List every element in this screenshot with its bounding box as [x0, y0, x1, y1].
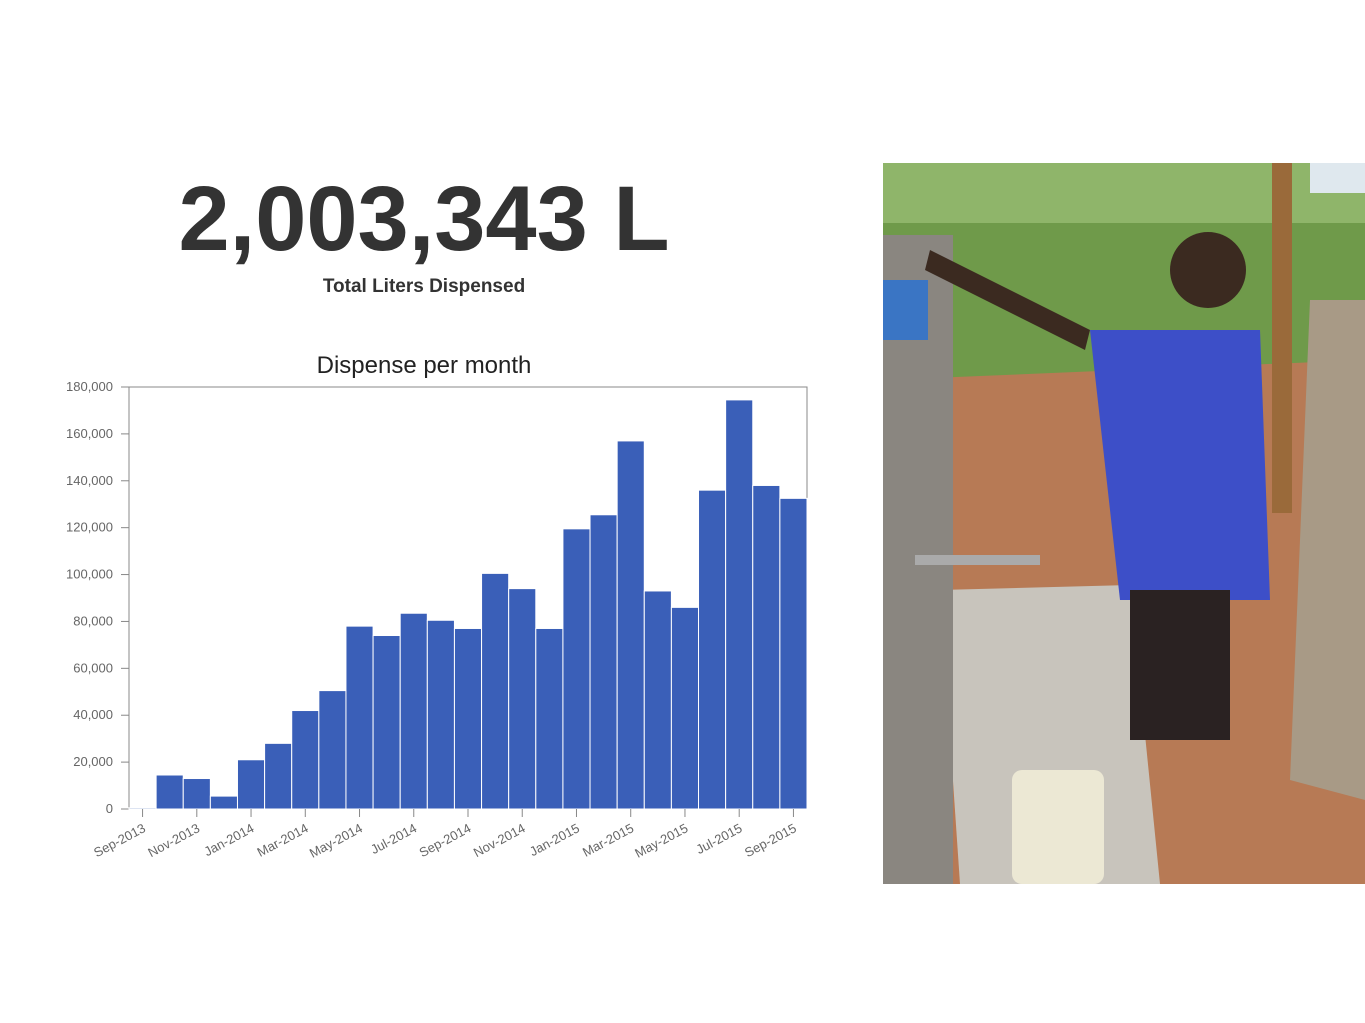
- plot: 0 20,000 40,000 60,000 80,000 100,000 120,000 1…: [66, 379, 808, 861]
- stat-value: 2,003,343 L: [178, 168, 669, 270]
- y-tick-label: 0: [106, 801, 113, 816]
- x-tick-label: May-2015: [632, 820, 690, 860]
- y-tick-label: 180,000: [66, 379, 113, 394]
- bar: [562, 528, 591, 810]
- bar: [752, 484, 781, 810]
- x-tick-label: Jul-2014: [368, 820, 419, 857]
- bar: [236, 759, 266, 810]
- photo: [883, 163, 1365, 884]
- x-tick-label: Nov-2013: [145, 820, 202, 860]
- bar: [318, 690, 347, 810]
- x-tick-label: Sep-2013: [91, 820, 148, 860]
- x-tick-label: Jan-2014: [202, 820, 257, 859]
- bar: [128, 807, 157, 810]
- bar: [508, 588, 537, 810]
- x-tick-label: Mar-2015: [580, 820, 636, 859]
- bar: [698, 489, 727, 810]
- x-tick-label: Sep-2014: [417, 820, 474, 860]
- bar: [182, 778, 211, 810]
- stat-label: Total Liters Dispensed: [323, 276, 525, 297]
- bar: [209, 795, 238, 810]
- bar: [535, 627, 564, 810]
- bar: [372, 635, 401, 810]
- x-tick-label: Sep-2015: [742, 820, 799, 860]
- bar: [345, 625, 374, 810]
- x-tick-label: Mar-2014: [255, 820, 311, 859]
- bar: [264, 742, 293, 810]
- y-tick-label: 140,000: [66, 473, 113, 488]
- bar: [155, 774, 184, 810]
- bar: [399, 612, 428, 810]
- y-tick-label: 80,000: [73, 613, 113, 628]
- bar: [453, 627, 483, 810]
- y-tick-label: 120,000: [66, 520, 113, 535]
- bar: [426, 619, 455, 810]
- bar: [616, 440, 645, 810]
- bar: [725, 399, 754, 810]
- bar: [670, 606, 700, 810]
- y-tick-label: 40,000: [73, 707, 113, 722]
- y-tick-label: 100,000: [66, 567, 113, 582]
- y-tick-label: 60,000: [73, 660, 113, 675]
- y-tick-label: 20,000: [73, 754, 113, 769]
- bar: [779, 497, 808, 810]
- x-tick-label: Nov-2014: [471, 820, 528, 860]
- x-tick-label: May-2014: [307, 820, 365, 860]
- bar: [589, 514, 618, 810]
- chart-title: Dispense per month: [317, 352, 532, 379]
- bar: [643, 590, 672, 810]
- bar: [291, 710, 320, 810]
- bar: [481, 572, 510, 810]
- y-tick-label: 160,000: [66, 426, 113, 441]
- x-tick-label: Jan-2015: [527, 820, 582, 859]
- x-tick-label: Jul-2015: [694, 820, 745, 857]
